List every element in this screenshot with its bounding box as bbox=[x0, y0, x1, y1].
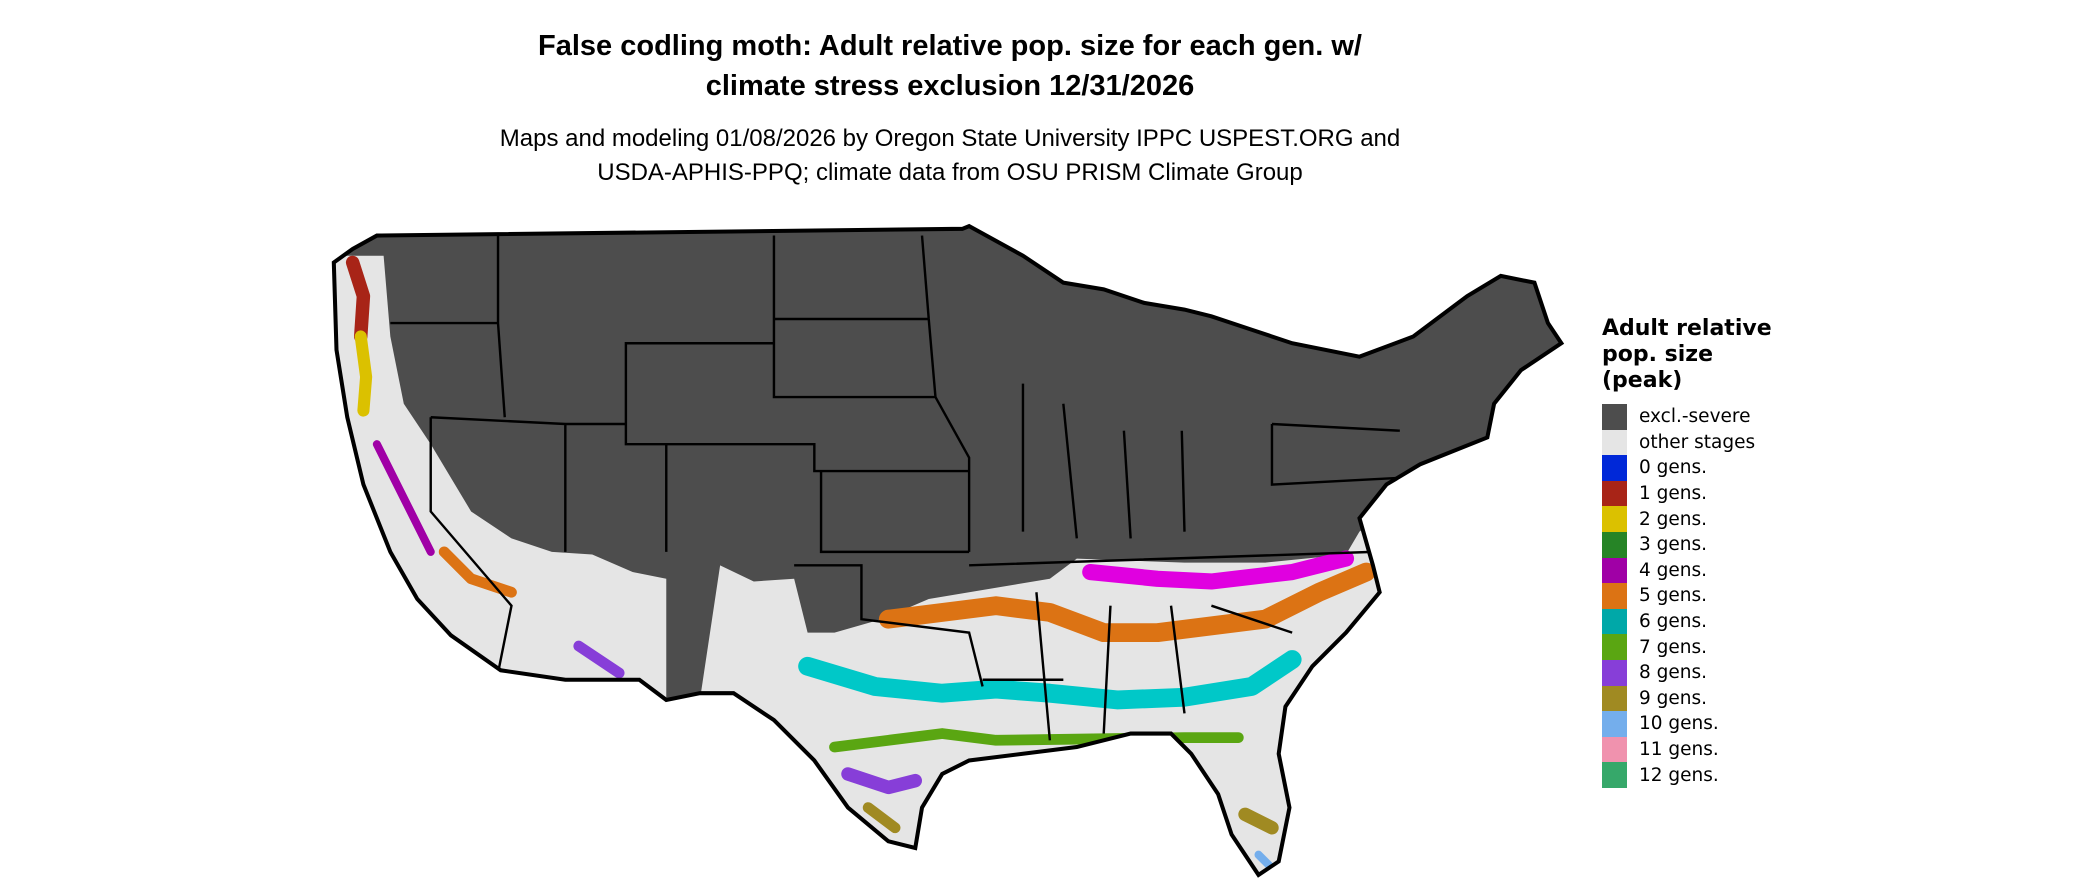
legend-label: 3 gens. bbox=[1639, 534, 1708, 556]
legend-title-line: Adult relative bbox=[1602, 316, 1772, 341]
gen9-band bbox=[862, 802, 901, 834]
gen4-band-west bbox=[372, 440, 435, 556]
legend-items: excl.-severe other stages 0 gens. 1 gens. 2 … bbox=[1602, 404, 1772, 788]
gen4-band bbox=[1082, 550, 1355, 590]
legend-item: 1 gens. bbox=[1602, 480, 1772, 507]
gen8-band bbox=[841, 767, 923, 795]
legend-item: 6 gens. bbox=[1602, 608, 1772, 635]
legend-label: 0 gens. bbox=[1639, 457, 1708, 479]
legend-swatch bbox=[1602, 429, 1627, 456]
legend: Adult relative pop. size (peak) excl.-se… bbox=[1602, 316, 1772, 788]
legend-item: 0 gens. bbox=[1602, 455, 1772, 481]
gen1-band bbox=[345, 255, 371, 344]
gen6-band bbox=[798, 650, 1302, 710]
legend-swatch bbox=[1602, 480, 1627, 507]
legend-title-line: pop. size bbox=[1602, 342, 1713, 367]
legend-swatch bbox=[1602, 531, 1627, 558]
legend-label: 6 gens. bbox=[1639, 611, 1708, 633]
legend-item: 10 gens. bbox=[1602, 711, 1772, 737]
legend-swatch bbox=[1602, 711, 1627, 737]
legend-swatch bbox=[1602, 583, 1627, 609]
legend-label: 12 gens. bbox=[1639, 764, 1719, 786]
legend-swatch bbox=[1602, 404, 1627, 430]
legend-item: 5 gens. bbox=[1602, 583, 1772, 609]
legend-item: 8 gens. bbox=[1602, 659, 1772, 686]
legend-swatch bbox=[1602, 736, 1627, 763]
legend-item: 2 gens. bbox=[1602, 506, 1772, 532]
legend-label: 5 gens. bbox=[1639, 585, 1708, 607]
map-title-line-1: False codling moth: Adult relative pop. … bbox=[538, 30, 1362, 62]
legend-item: 3 gens. bbox=[1602, 531, 1772, 558]
gen5-band-west bbox=[438, 546, 517, 598]
legend-label: 2 gens. bbox=[1639, 508, 1708, 530]
gen2-band bbox=[354, 330, 373, 417]
legend-label: other stages bbox=[1639, 431, 1756, 453]
legend-item: 4 gens. bbox=[1602, 557, 1772, 584]
legend-label: 11 gens. bbox=[1639, 739, 1719, 761]
legend-swatch bbox=[1602, 608, 1627, 635]
legend-item: 7 gens. bbox=[1602, 634, 1772, 660]
gen8-band-west bbox=[573, 640, 625, 679]
legend-label: 10 gens. bbox=[1639, 713, 1719, 735]
state-borders bbox=[390, 235, 1400, 741]
legend-label: 9 gens. bbox=[1639, 687, 1708, 709]
legend-swatch bbox=[1602, 762, 1627, 788]
legend-title-line: (peak) bbox=[1602, 368, 1683, 393]
legend-item: 12 gens. bbox=[1602, 762, 1772, 788]
legend-item: excl.-severe bbox=[1602, 404, 1772, 430]
legend-swatch bbox=[1602, 659, 1627, 686]
map-subtitle-line-1: Maps and modeling 01/08/2026 by Oregon S… bbox=[499, 125, 1401, 152]
gen7-band bbox=[829, 728, 1244, 753]
legend-label: 4 gens. bbox=[1639, 559, 1708, 581]
legend-label: excl.-severe bbox=[1639, 406, 1751, 428]
gen5-band bbox=[878, 562, 1376, 643]
legend-item: 11 gens. bbox=[1602, 736, 1772, 763]
legend-swatch bbox=[1602, 685, 1627, 712]
legend-label: 8 gens. bbox=[1639, 662, 1708, 684]
gen9-band-florida bbox=[1238, 807, 1279, 835]
map-subtitle-line-2: USDA-APHIS-PPQ; climate data from OSU PR… bbox=[597, 159, 1303, 186]
legend-label: 7 gens. bbox=[1639, 636, 1708, 658]
legend-swatch bbox=[1602, 455, 1627, 481]
legend-swatch bbox=[1602, 557, 1627, 584]
legend-item: 9 gens. bbox=[1602, 685, 1772, 712]
legend-title: Adult relative pop. size (peak) bbox=[1602, 316, 1772, 394]
legend-swatch bbox=[1602, 634, 1627, 660]
map-title-line-2: climate stress exclusion 12/31/2026 bbox=[705, 70, 1195, 102]
legend-label: 1 gens. bbox=[1639, 483, 1708, 505]
legend-swatch bbox=[1602, 506, 1627, 532]
legend-item: other stages bbox=[1602, 429, 1772, 456]
